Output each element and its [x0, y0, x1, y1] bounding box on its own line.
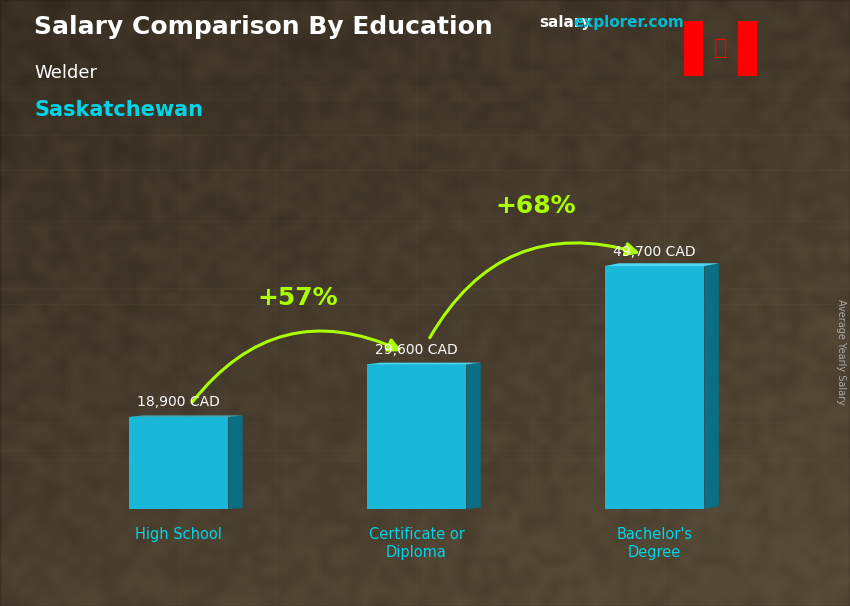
- Text: explorer.com: explorer.com: [574, 15, 684, 30]
- FancyBboxPatch shape: [366, 364, 467, 509]
- Text: High School: High School: [135, 527, 222, 542]
- Text: Welder: Welder: [34, 64, 97, 82]
- Text: 29,600 CAD: 29,600 CAD: [375, 343, 458, 357]
- Bar: [684, 21, 702, 76]
- Polygon shape: [229, 416, 243, 509]
- Text: salary: salary: [540, 15, 592, 30]
- Text: 🍁: 🍁: [714, 38, 727, 59]
- Text: 49,700 CAD: 49,700 CAD: [613, 245, 696, 259]
- Text: +68%: +68%: [496, 193, 575, 218]
- Polygon shape: [366, 362, 481, 364]
- Polygon shape: [128, 416, 243, 417]
- FancyBboxPatch shape: [128, 417, 229, 509]
- Text: Bachelor's
Degree: Bachelor's Degree: [616, 527, 693, 559]
- Text: +57%: +57%: [258, 285, 337, 310]
- Text: Salary Comparison By Education: Salary Comparison By Education: [34, 15, 493, 39]
- Text: Certificate or
Diploma: Certificate or Diploma: [369, 527, 464, 559]
- Text: 18,900 CAD: 18,900 CAD: [137, 395, 220, 409]
- Polygon shape: [705, 263, 719, 509]
- Polygon shape: [604, 263, 719, 266]
- FancyBboxPatch shape: [604, 266, 705, 509]
- Text: Saskatchewan: Saskatchewan: [34, 100, 203, 120]
- Bar: [739, 21, 756, 76]
- Polygon shape: [467, 362, 481, 509]
- Text: Average Yearly Salary: Average Yearly Salary: [836, 299, 846, 404]
